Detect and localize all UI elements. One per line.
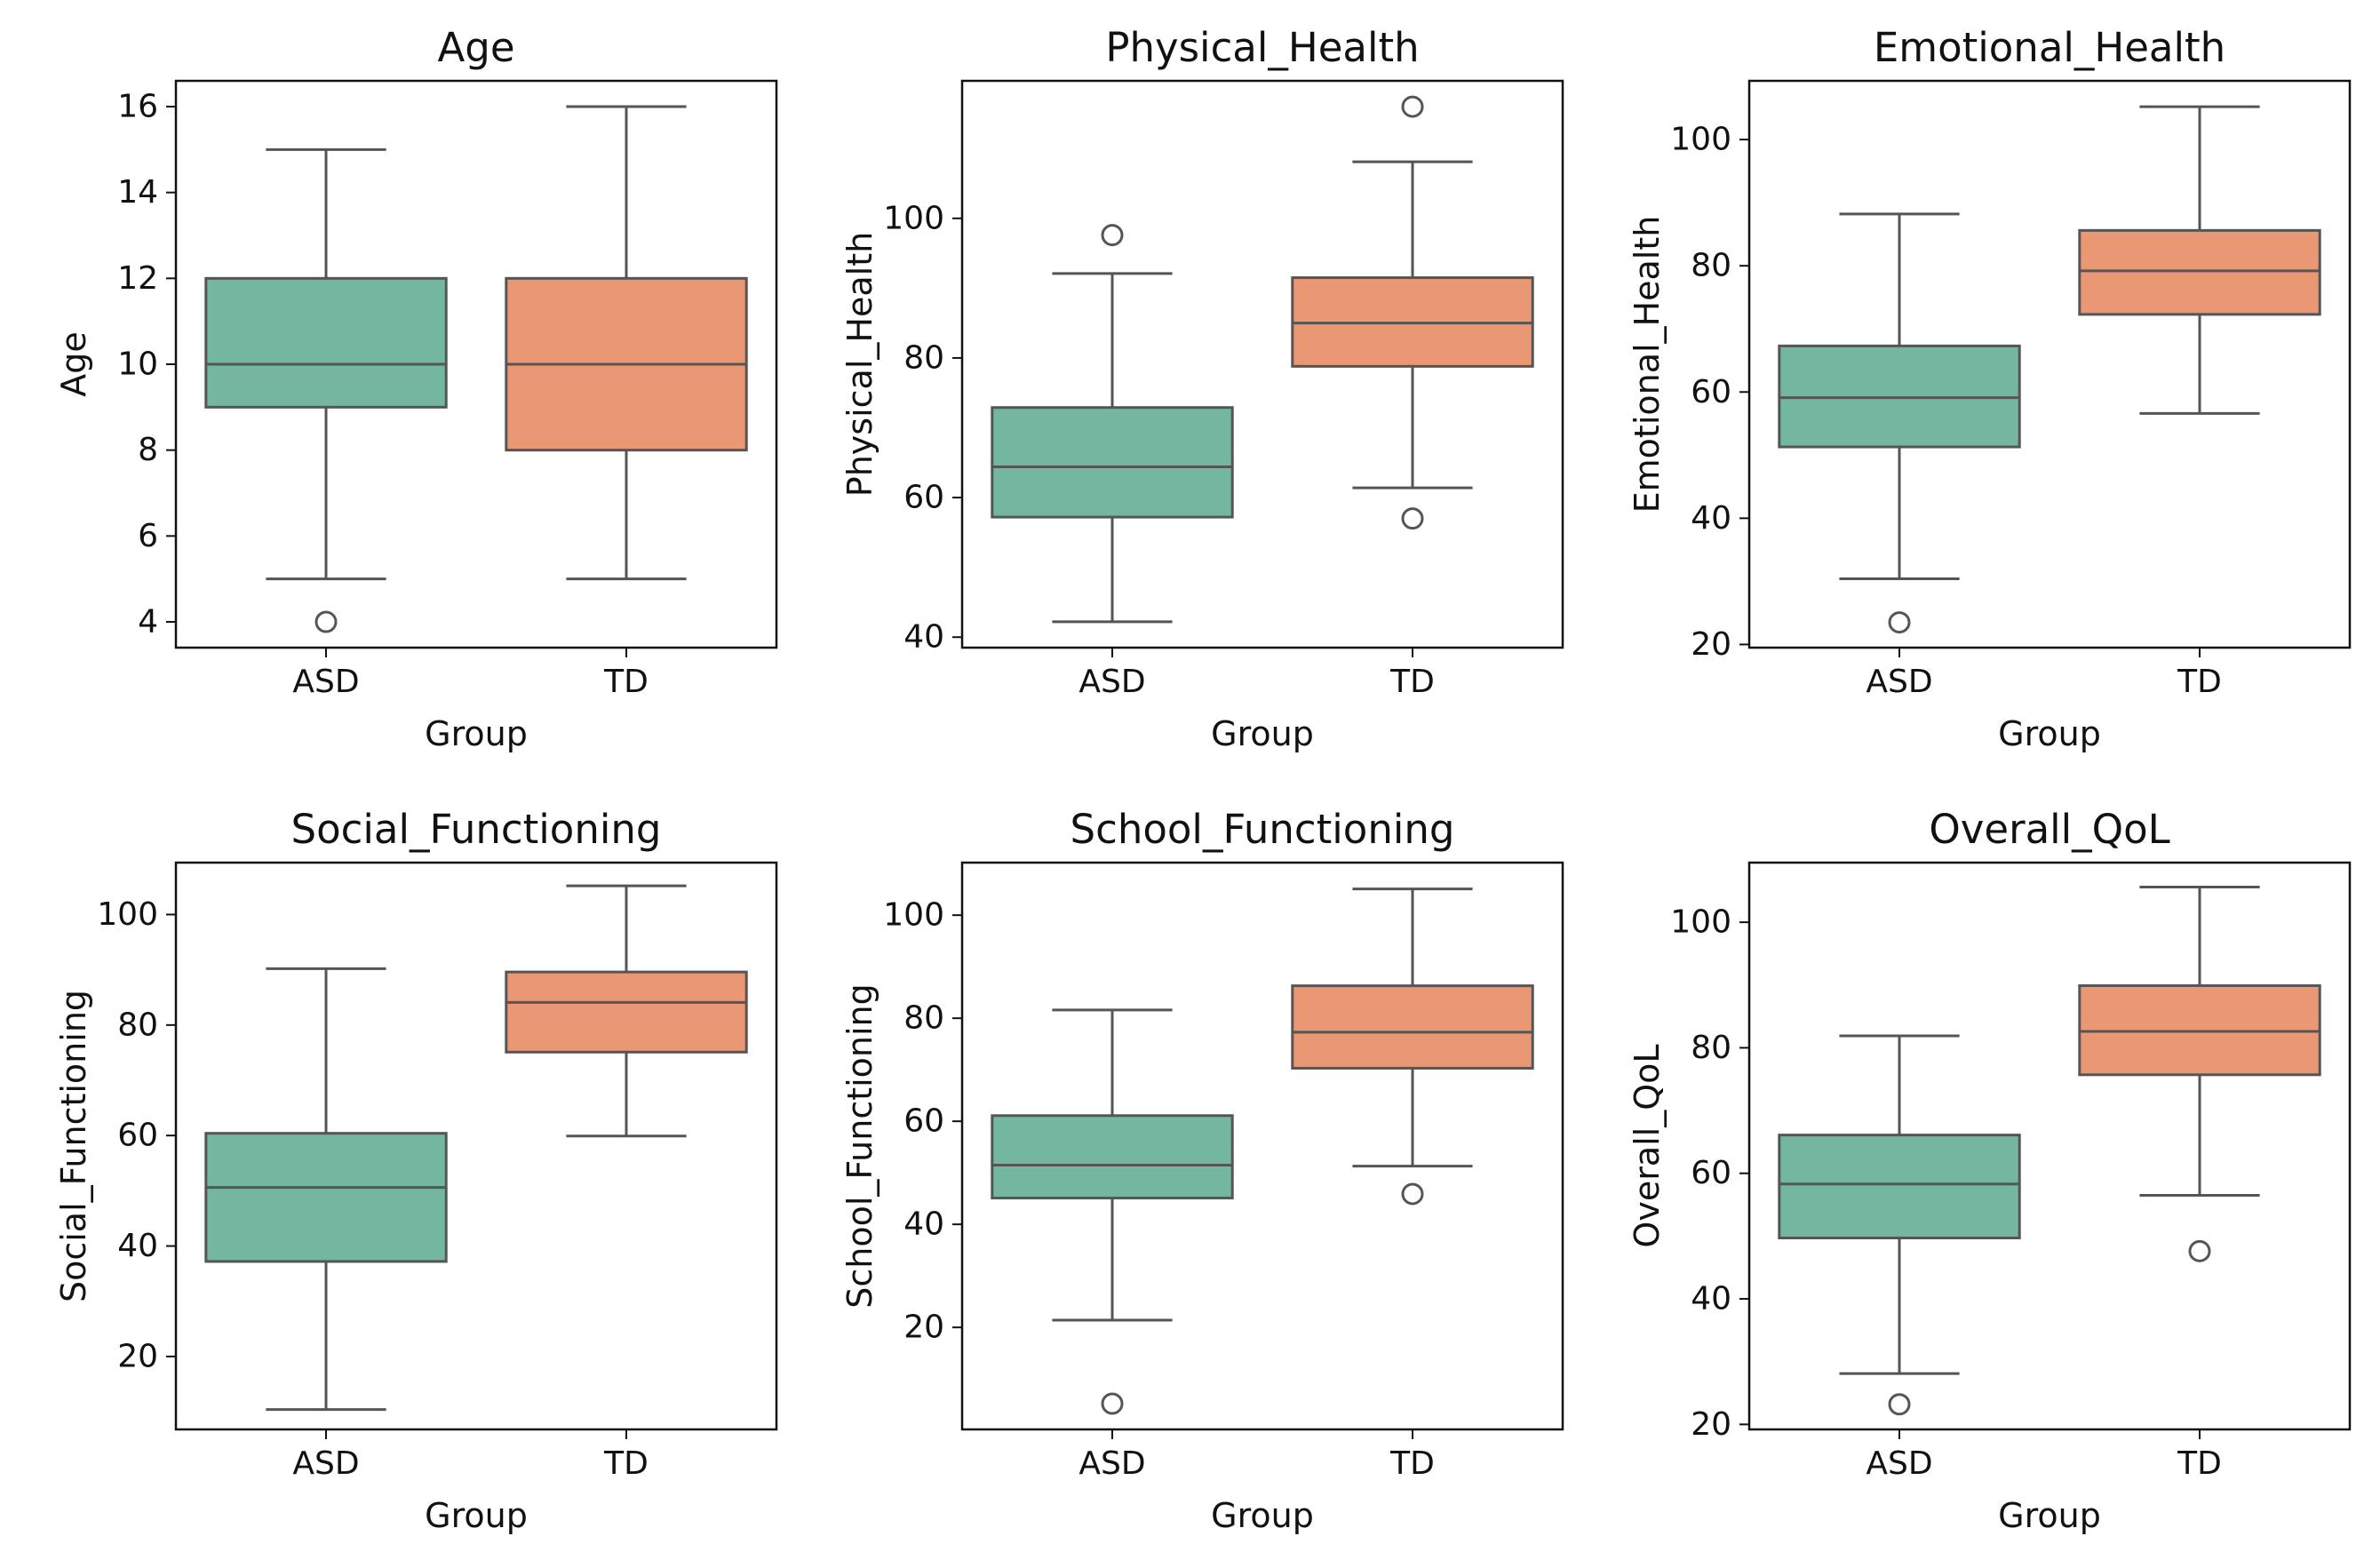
axes-frame — [960, 79, 1564, 649]
subplot-overall-qol: Overall_QoL 20 40 60 80 100 ASD TD Group Overall_… — [1628, 806, 2352, 1535]
y-axis-label: Age — [54, 331, 93, 397]
subplot-social-functioning: Social_Functioning 20 40 60 80 100 ASD TD Group S… — [54, 806, 778, 1535]
y-tick-label: 8 — [138, 432, 158, 468]
x-tick-label: TD — [1389, 664, 1435, 700]
y-tick-label: 80 — [117, 1007, 158, 1043]
y-tick-label: 60 — [903, 1103, 944, 1140]
axes-frame — [1747, 79, 2352, 649]
y-tick-label: 80 — [903, 1000, 944, 1037]
x-tick-label: TD — [1389, 1445, 1435, 1482]
y-tick-label: 60 — [1691, 374, 1731, 410]
box-td — [1291, 984, 1534, 1070]
y-tick-label: 100 — [1670, 904, 1731, 941]
subplot-school-functioning: School_Functioning 20 40 60 80 100 ASD TD Group S… — [840, 806, 1564, 1535]
x-tick-label: TD — [603, 1445, 649, 1482]
outlier-point-td — [2188, 1239, 2211, 1262]
box-asd — [991, 1114, 1234, 1200]
x-axis-label: Group — [1998, 714, 2101, 753]
y-tick-label: 40 — [903, 1206, 944, 1243]
x-tick-label: ASD — [1866, 1445, 1932, 1482]
y-tick-label: 40 — [1691, 1281, 1731, 1317]
box-asd — [991, 406, 1234, 519]
y-tick-label: 6 — [138, 518, 158, 554]
subplot-physical-health: Physical_Health 40 60 80 100 ASD TD Group Physic… — [840, 24, 1564, 753]
x-tick-label: ASD — [1079, 1445, 1145, 1482]
outlier-point-asd — [1101, 1392, 1124, 1415]
y-tick-label: 4 — [138, 604, 158, 641]
y-tick-label: 10 — [117, 346, 158, 383]
y-tick-label: 100 — [883, 897, 944, 934]
y-axis-label: Overall_QoL — [1628, 1044, 1667, 1247]
x-tick-label: ASD — [292, 1445, 359, 1482]
x-axis-label: Group — [1998, 1496, 2101, 1535]
y-tick-label: 60 — [117, 1118, 158, 1154]
x-tick-label: TD — [2177, 1445, 2222, 1482]
x-tick-label: ASD — [292, 664, 359, 700]
y-axis-label: School_Functioning — [840, 983, 880, 1309]
x-axis-label: Group — [425, 1496, 528, 1535]
y-tick-label: 60 — [903, 480, 944, 516]
y-tick-label: 20 — [903, 1309, 944, 1346]
outlier-point-asd — [1101, 224, 1124, 247]
y-tick-label: 20 — [117, 1338, 158, 1374]
subplot-emotional-health: Emotional_Health 20 40 60 80 100 ASD TD Group Emo… — [1628, 24, 2352, 753]
subplot-age: Age 4 6 8 10 12 14 16 ASD TD Group Age — [54, 24, 778, 753]
axes-frame — [960, 861, 1564, 1431]
y-tick-label: 40 — [117, 1228, 158, 1264]
x-tick-label: TD — [603, 664, 649, 700]
outlier-point-asd — [1888, 1393, 1911, 1416]
outlier-point-td — [1401, 1182, 1424, 1206]
y-tick-label: 40 — [1691, 500, 1731, 537]
axes-frame — [174, 79, 778, 649]
y-tick-label: 20 — [1691, 1406, 1731, 1443]
y-tick-label: 100 — [1670, 122, 1731, 158]
axes-frame — [1747, 861, 2352, 1431]
box-asd — [204, 1132, 448, 1263]
y-axis-label: Social_Functioning — [54, 990, 93, 1302]
outlier-point-asd — [314, 610, 338, 633]
y-tick-label: 20 — [1691, 626, 1731, 663]
y-tick-label: 60 — [1691, 1155, 1731, 1191]
outlier-point-td — [1401, 507, 1424, 530]
y-tick-label: 16 — [117, 89, 158, 125]
y-axis-label: Emotional_Health — [1628, 216, 1667, 513]
x-axis-label: Group — [1211, 714, 1314, 753]
axes-frame — [174, 861, 778, 1431]
subplot-title: Physical_Health — [1105, 24, 1419, 71]
box-asd — [204, 276, 448, 409]
y-tick-label: 80 — [1691, 1030, 1731, 1066]
outlier-point-asd — [1888, 611, 1911, 634]
subplot-title: Emotional_Health — [1874, 24, 2225, 71]
box-td — [2078, 228, 2321, 316]
subplot-title: Age — [437, 24, 514, 71]
y-tick-label: 14 — [117, 174, 158, 211]
y-axis-label: Physical_Health — [840, 232, 880, 497]
y-tick-label: 100 — [97, 896, 158, 933]
subplot-title: Social_Functioning — [291, 806, 662, 853]
outlier-point-td — [1401, 95, 1424, 118]
y-tick-label: 12 — [117, 260, 158, 297]
box-td — [505, 970, 748, 1054]
x-axis-label: Group — [425, 714, 528, 753]
subplot-title: Overall_QoL — [1929, 806, 2169, 853]
y-tick-label: 80 — [903, 339, 944, 376]
x-tick-label: ASD — [1079, 664, 1145, 700]
subplot-title: School_Functioning — [1071, 806, 1455, 853]
x-tick-label: TD — [2177, 664, 2222, 700]
x-tick-label: ASD — [1866, 664, 1932, 700]
y-tick-label: 40 — [903, 619, 944, 656]
x-axis-label: Group — [1211, 1496, 1314, 1535]
y-tick-label: 80 — [1691, 248, 1731, 284]
box-asd — [1778, 1134, 2021, 1240]
y-tick-label: 100 — [883, 200, 944, 236]
